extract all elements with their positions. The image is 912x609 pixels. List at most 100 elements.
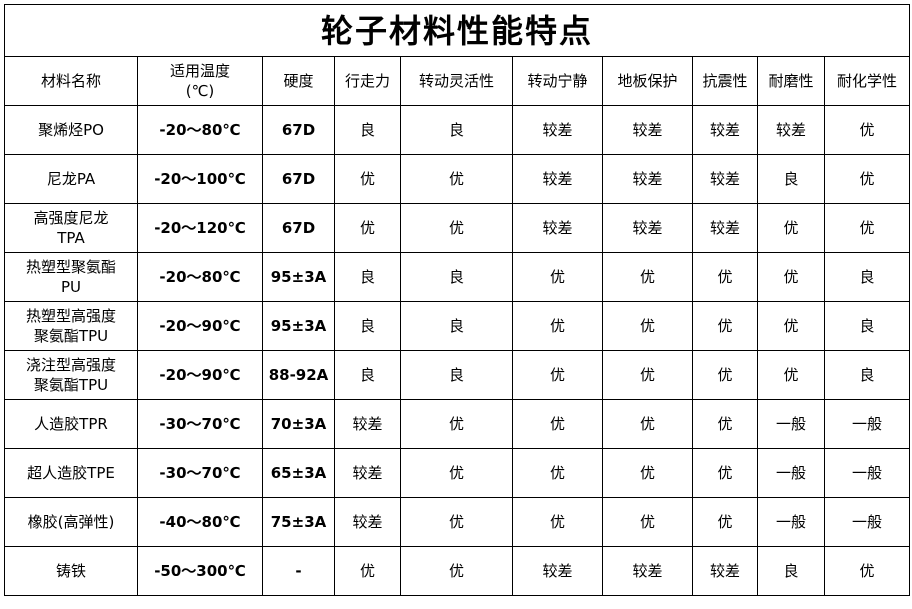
cell-chemical-resistance: 优 bbox=[823, 203, 911, 253]
cell-wear-resistance: 良 bbox=[757, 154, 825, 204]
cell-walking-force: 良 bbox=[334, 252, 401, 302]
cell-rotation-quietness: 优 bbox=[512, 399, 603, 449]
cell-shock-resistance: 较差 bbox=[692, 546, 758, 596]
cell-wear-resistance: 优 bbox=[757, 301, 825, 351]
header-wear-resistance: 耐磨性 bbox=[757, 56, 825, 106]
cell-hardness: 67D bbox=[262, 203, 335, 253]
cell-walking-force: 优 bbox=[334, 203, 401, 253]
cell-temperature-range: -30～70℃ bbox=[137, 448, 263, 498]
cell-shock-resistance: 优 bbox=[692, 350, 758, 400]
cell-floor-protection: 较差 bbox=[602, 105, 693, 155]
cell-rotation-flexibility: 良 bbox=[400, 301, 513, 351]
cell-wear-resistance: 优 bbox=[757, 203, 825, 253]
header-chemical-resistance: 耐化学性 bbox=[823, 56, 911, 106]
cell-wear-resistance: 良 bbox=[757, 546, 825, 596]
header-material-name: 材料名称 bbox=[4, 56, 138, 106]
cell-chemical-resistance: 良 bbox=[823, 301, 911, 351]
cell-rotation-flexibility: 优 bbox=[400, 448, 513, 498]
wheel-material-table: 轮子材料性能特点 材料名称 适用温度 (℃) 硬度 行走力 转动灵活性 转动宁静 地板保护 抗震… bbox=[3, 4, 911, 596]
cell-hardness: - bbox=[262, 546, 335, 596]
cell-temperature-range: -20～90℃ bbox=[137, 350, 263, 400]
cell-material-name: 浇注型高强度 聚氨酯TPU bbox=[4, 350, 138, 400]
cell-floor-protection: 优 bbox=[602, 399, 693, 449]
cell-rotation-quietness: 优 bbox=[512, 448, 603, 498]
table-row: 热塑型高强度 聚氨酯TPU -20～90℃ 95±3A 良良优优优优良 bbox=[4, 301, 911, 351]
cell-rotation-quietness: 优 bbox=[512, 301, 603, 351]
cell-hardness: 75±3A bbox=[262, 497, 335, 547]
cell-walking-force: 较差 bbox=[334, 399, 401, 449]
cell-temperature-range: -20～90℃ bbox=[137, 301, 263, 351]
header-shock-resistance: 抗震性 bbox=[692, 56, 758, 106]
cell-wear-resistance: 一般 bbox=[757, 399, 825, 449]
cell-wear-resistance: 较差 bbox=[757, 105, 825, 155]
cell-shock-resistance: 优 bbox=[692, 497, 758, 547]
cell-rotation-flexibility: 优 bbox=[400, 399, 513, 449]
cell-hardness: 67D bbox=[262, 154, 335, 204]
cell-hardness: 88-92A bbox=[262, 350, 335, 400]
cell-shock-resistance: 优 bbox=[692, 252, 758, 302]
table-row: 超人造胶TPE -30～70℃ 65±3A 较差优优优优一般 一般 bbox=[4, 448, 911, 498]
table-row: 人造胶TPR -30～70℃ 70±3A 较差优优优优一般 一般 bbox=[4, 399, 911, 449]
cell-shock-resistance: 较差 bbox=[692, 105, 758, 155]
cell-chemical-resistance: 一般 bbox=[823, 497, 911, 547]
cell-temperature-range: -20～80℃ bbox=[137, 252, 263, 302]
cell-floor-protection: 优 bbox=[602, 448, 693, 498]
cell-wear-resistance: 一般 bbox=[757, 497, 825, 547]
table-row: 高强度尼龙 TPA -20～120℃ 67D 优优较差 较差 较差优优 bbox=[4, 203, 911, 253]
cell-wear-resistance: 优 bbox=[757, 350, 825, 400]
cell-temperature-range: -20～80℃ bbox=[137, 105, 263, 155]
cell-chemical-resistance: 优 bbox=[823, 546, 911, 596]
cell-shock-resistance: 优 bbox=[692, 399, 758, 449]
cell-floor-protection: 优 bbox=[602, 350, 693, 400]
header-temperature-range: 适用温度 (℃) bbox=[137, 56, 263, 106]
table-row: 热塑型聚氨酯 PU -20～80℃ 95±3A 良良优优优优良 bbox=[4, 252, 911, 302]
cell-rotation-flexibility: 良 bbox=[400, 350, 513, 400]
cell-rotation-flexibility: 优 bbox=[400, 497, 513, 547]
cell-floor-protection: 较差 bbox=[602, 203, 693, 253]
cell-rotation-flexibility: 良 bbox=[400, 252, 513, 302]
cell-hardness: 65±3A bbox=[262, 448, 335, 498]
cell-floor-protection: 优 bbox=[602, 252, 693, 302]
table-row: 聚烯烃PO -20～80℃ 67D 良良较差 较差 较差 较差优 bbox=[4, 105, 911, 155]
cell-floor-protection: 较差 bbox=[602, 546, 693, 596]
cell-floor-protection: 优 bbox=[602, 497, 693, 547]
cell-hardness: 95±3A bbox=[262, 252, 335, 302]
cell-floor-protection: 优 bbox=[602, 301, 693, 351]
cell-rotation-quietness: 优 bbox=[512, 350, 603, 400]
header-walking-force: 行走力 bbox=[334, 56, 401, 106]
cell-hardness: 95±3A bbox=[262, 301, 335, 351]
cell-walking-force: 较差 bbox=[334, 448, 401, 498]
cell-rotation-quietness: 较差 bbox=[512, 203, 603, 253]
cell-rotation-flexibility: 优 bbox=[400, 154, 513, 204]
cell-rotation-quietness: 较差 bbox=[512, 546, 603, 596]
cell-rotation-quietness: 优 bbox=[512, 252, 603, 302]
cell-walking-force: 良 bbox=[334, 105, 401, 155]
cell-chemical-resistance: 一般 bbox=[823, 448, 911, 498]
cell-shock-resistance: 优 bbox=[692, 301, 758, 351]
table-row: 尼龙PA -20～100℃ 67D 优优较差 较差 较差良优 bbox=[4, 154, 911, 204]
cell-chemical-resistance: 良 bbox=[823, 252, 911, 302]
cell-temperature-range: -20～100℃ bbox=[137, 154, 263, 204]
cell-temperature-range: -40～80℃ bbox=[137, 497, 263, 547]
header-floor-protection: 地板保护 bbox=[602, 56, 693, 106]
cell-material-name: 铸铁 bbox=[4, 546, 138, 596]
cell-temperature-range: -20～120℃ bbox=[137, 203, 263, 253]
cell-walking-force: 优 bbox=[334, 546, 401, 596]
table-row: 橡胶(高弹性) -40～80℃ 75±3A 较差优优优优一般 一般 bbox=[4, 497, 911, 547]
cell-shock-resistance: 优 bbox=[692, 448, 758, 498]
cell-chemical-resistance: 良 bbox=[823, 350, 911, 400]
cell-material-name: 聚烯烃PO bbox=[4, 105, 138, 155]
cell-rotation-flexibility: 良 bbox=[400, 105, 513, 155]
table-row: 铸铁 -50～300℃ - 优优较差 较差 较差良优 bbox=[4, 546, 911, 596]
cell-walking-force: 较差 bbox=[334, 497, 401, 547]
cell-chemical-resistance: 一般 bbox=[823, 399, 911, 449]
cell-walking-force: 优 bbox=[334, 154, 401, 204]
cell-material-name: 超人造胶TPE bbox=[4, 448, 138, 498]
header-row: 材料名称 适用温度 (℃) 硬度 行走力 转动灵活性 转动宁静 地板保护 抗震性 耐磨性 耐化学性 bbox=[4, 56, 911, 106]
cell-floor-protection: 较差 bbox=[602, 154, 693, 204]
header-rotation-quietness: 转动宁静 bbox=[512, 56, 603, 106]
header-hardness: 硬度 bbox=[262, 56, 335, 106]
cell-temperature-range: -50～300℃ bbox=[137, 546, 263, 596]
cell-hardness: 70±3A bbox=[262, 399, 335, 449]
cell-wear-resistance: 优 bbox=[757, 252, 825, 302]
